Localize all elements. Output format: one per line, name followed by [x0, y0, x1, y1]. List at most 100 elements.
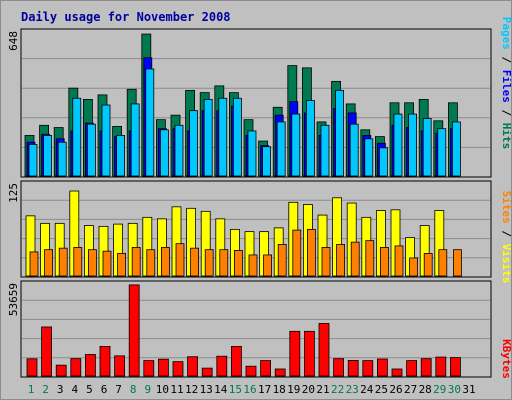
kbytes-bar — [85, 354, 96, 377]
sites-bar — [29, 251, 39, 277]
sites-bar — [365, 240, 375, 277]
sites-bar — [306, 228, 316, 277]
pages-bar — [232, 97, 242, 177]
pages-bar — [291, 113, 301, 177]
pages-bar — [189, 110, 199, 177]
kbytes-bar — [230, 345, 242, 377]
day-label: 18 — [273, 383, 286, 396]
sites-bar — [336, 244, 346, 277]
y-max-label: 125 — [7, 183, 20, 203]
sites-bar — [44, 249, 53, 277]
kbytes-bar — [376, 358, 388, 377]
series-legend: KBytes — [500, 339, 511, 379]
series-legend: Pages / Files / Hits — [500, 17, 511, 150]
chart-title: Daily usage for November 2008 — [21, 10, 231, 24]
sites-bar — [321, 247, 331, 277]
pages-bar — [28, 144, 38, 177]
pages-bar — [451, 121, 461, 177]
sites-bar — [219, 249, 229, 277]
day-label: 30 — [448, 383, 461, 396]
kbytes-bar — [318, 323, 330, 377]
kbytes-bar — [55, 364, 67, 377]
sites-bar — [190, 247, 200, 277]
kbytes-bar — [70, 358, 82, 377]
pages-bar — [437, 128, 447, 177]
pages-bar — [247, 130, 257, 177]
legend-hits: Hits — [500, 123, 511, 150]
y-max-label: 53659 — [7, 283, 20, 316]
kbytes-bar — [172, 361, 184, 377]
sites-bar — [88, 249, 97, 277]
sites-bar — [117, 253, 126, 277]
sites-bar — [175, 243, 185, 277]
sites-bar — [409, 257, 419, 277]
kbytes-bar — [420, 358, 432, 377]
kbytes-bar — [303, 330, 315, 377]
pages-bar — [130, 103, 140, 177]
y-max-label: 648 — [7, 31, 20, 51]
kbytes-bar — [41, 326, 52, 377]
kbytes-bar — [157, 358, 169, 377]
kbytes-bar — [449, 357, 461, 377]
kbytes-bar — [201, 367, 213, 377]
sites-bar — [292, 229, 302, 277]
sites-bar — [146, 249, 156, 277]
day-label: 13 — [200, 383, 213, 396]
pages-bar — [276, 121, 286, 177]
sites-bar — [379, 247, 389, 277]
kbytes-bar — [99, 345, 111, 377]
sites-bar — [233, 250, 243, 277]
pages-bar — [378, 147, 388, 177]
day-label: 15 — [229, 383, 242, 396]
day-label: 22 — [331, 383, 344, 396]
kbytes-bar — [391, 368, 403, 377]
kbytes-bar — [260, 360, 272, 377]
day-label: 8 — [130, 383, 137, 396]
day-label: 29 — [433, 383, 446, 396]
day-label: 28 — [419, 383, 432, 396]
day-label: 6 — [101, 383, 108, 396]
day-label: 7 — [115, 383, 122, 396]
day-label: 24 — [360, 383, 374, 396]
kbytes-bar — [114, 355, 125, 377]
day-label: 12 — [185, 383, 198, 396]
sites-bar — [102, 250, 112, 277]
sites-bar — [248, 254, 258, 277]
day-label: 9 — [144, 383, 151, 396]
day-label: 2 — [42, 383, 49, 396]
sites-bar — [131, 247, 141, 277]
day-label: 3 — [57, 383, 64, 396]
legend-sites: Sites — [500, 191, 511, 224]
day-label: 21 — [316, 383, 329, 396]
day-label: 1 — [28, 383, 35, 396]
sites-bar — [58, 247, 68, 277]
legend-kbytes: KBytes — [500, 339, 511, 379]
pages-bar — [320, 124, 330, 177]
day-label: 23 — [346, 383, 359, 396]
day-label: 11 — [170, 383, 183, 396]
sites-bar — [350, 241, 360, 277]
sites-bar — [277, 244, 287, 277]
day-label: 20 — [302, 383, 315, 396]
legend-separator: / — [500, 103, 511, 123]
kbytes-bar — [187, 356, 199, 377]
sites-bar — [160, 247, 170, 277]
pages-bar — [305, 100, 315, 177]
legend-files: Files — [500, 70, 511, 103]
day-label: 25 — [375, 383, 388, 396]
kbytes-bar — [274, 368, 286, 377]
pages-bar — [364, 138, 374, 177]
pages-bar — [262, 146, 272, 177]
pages-bar — [72, 97, 82, 177]
pages-bar — [408, 113, 418, 177]
pages-bar — [116, 135, 125, 177]
pages-bar — [101, 104, 111, 177]
pages-bar — [87, 123, 96, 177]
legend-separator: / — [500, 50, 511, 70]
pages-bar — [145, 68, 155, 177]
kbytes-bar — [333, 358, 345, 377]
panel-frame-1 — [20, 28, 492, 178]
day-label: 5 — [86, 383, 93, 396]
pages-bar — [218, 97, 228, 177]
